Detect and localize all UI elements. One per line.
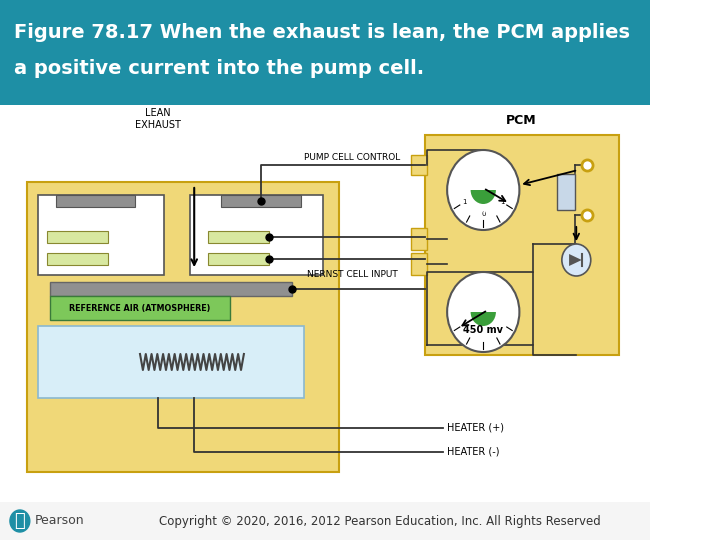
Text: Figure 78.17 When the exhaust is lean, the PCM applies: Figure 78.17 When the exhaust is lean, t…: [14, 23, 629, 42]
Bar: [47, 231, 109, 243]
Bar: [50, 282, 292, 296]
Text: Ⓟ: Ⓟ: [14, 512, 25, 530]
Bar: [189, 195, 323, 275]
Bar: [557, 174, 575, 210]
Wedge shape: [451, 190, 516, 228]
Bar: [50, 296, 230, 320]
Text: 0: 0: [481, 211, 485, 217]
Bar: [208, 231, 269, 243]
Text: 4: 4: [414, 234, 420, 244]
Circle shape: [562, 244, 590, 276]
Bar: [208, 253, 269, 265]
Bar: [47, 253, 109, 265]
Text: 4: 4: [416, 235, 423, 245]
Text: a positive current into the pump cell.: a positive current into the pump cell.: [14, 58, 423, 78]
Text: HEATER (-): HEATER (-): [447, 447, 500, 457]
Text: HEATER (+): HEATER (+): [447, 423, 504, 433]
Text: 1: 1: [462, 199, 467, 205]
Bar: [38, 326, 305, 398]
Text: 1: 1: [500, 199, 504, 205]
Bar: [411, 228, 427, 250]
Text: NERNST CELL INPUT: NERNST CELL INPUT: [307, 270, 397, 279]
Text: ma: ma: [475, 205, 492, 215]
Bar: [0, 0, 650, 105]
Bar: [411, 253, 427, 275]
Bar: [0, 502, 650, 540]
Text: PUMP CELL CONTROL: PUMP CELL CONTROL: [304, 153, 400, 162]
Text: 2: 2: [414, 160, 420, 170]
Bar: [425, 135, 618, 355]
Circle shape: [447, 150, 519, 230]
Circle shape: [10, 510, 30, 532]
Text: Pearson: Pearson: [35, 515, 84, 528]
Bar: [56, 195, 135, 207]
Wedge shape: [471, 190, 496, 204]
Text: 5: 5: [414, 259, 420, 269]
Text: LEAN
EXHAUST: LEAN EXHAUST: [135, 108, 181, 130]
Bar: [38, 195, 164, 275]
Bar: [411, 155, 427, 175]
Text: REFERENCE AIR (ATMOSPHERE): REFERENCE AIR (ATMOSPHERE): [69, 303, 211, 313]
Text: Copyright © 2020, 2016, 2012 Pearson Education, Inc. All Rights Reserved: Copyright © 2020, 2016, 2012 Pearson Edu…: [158, 515, 600, 528]
Text: PCM: PCM: [506, 114, 537, 127]
Circle shape: [447, 272, 519, 352]
Polygon shape: [569, 254, 582, 266]
Text: 2: 2: [416, 163, 423, 173]
Wedge shape: [451, 194, 516, 228]
Bar: [27, 182, 338, 472]
Bar: [221, 195, 301, 207]
Text: 450 mv: 450 mv: [463, 325, 503, 335]
Text: 5: 5: [416, 257, 423, 267]
Wedge shape: [471, 312, 496, 326]
